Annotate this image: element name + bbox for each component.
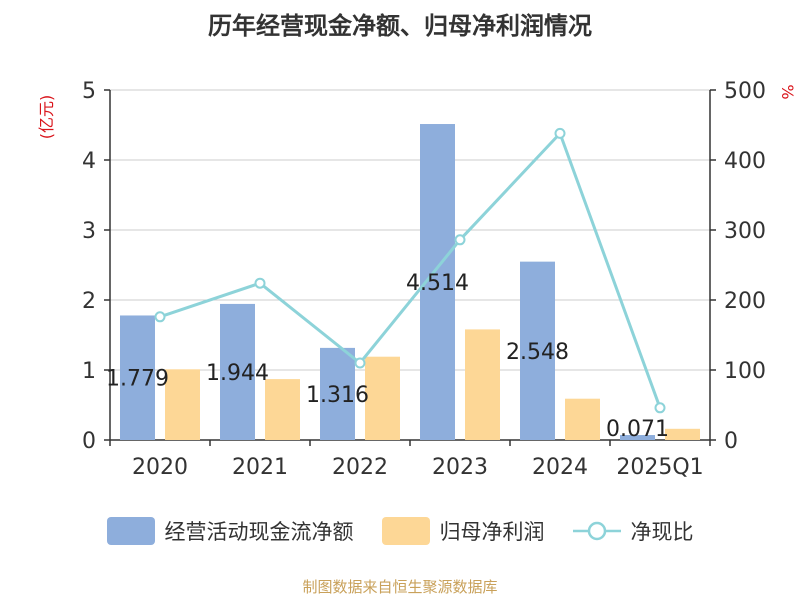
- ratio-point: [654, 402, 666, 414]
- bar-profit: [465, 329, 500, 440]
- y-left-tick-label: 0: [82, 429, 96, 454]
- legend-label-ratio: 净现比: [630, 520, 694, 544]
- y-right-tick-label: 500: [724, 79, 766, 104]
- bar-cashflow: [120, 315, 155, 440]
- x-tick-label: 2025Q1: [616, 455, 703, 480]
- data-label-cashflow: 1.779: [106, 367, 169, 392]
- ratio-line-path: [159, 130, 662, 409]
- legend-swatch-profit: [381, 517, 430, 545]
- legend-swatch-cashflow: [106, 517, 155, 545]
- axes: 0 1 2 3 4 5 0 100 200 300 400 500 (亿元)% 2020 2021 2022 2…: [37, 79, 797, 480]
- data-label-cashflow: 1.944: [206, 361, 269, 386]
- bar-profit: [365, 356, 400, 440]
- y-left-tick-label: 3: [82, 219, 96, 244]
- x-tick-label: 2023: [432, 455, 488, 480]
- chart-title: 历年经营现金净额、归母净利润情况: [208, 12, 592, 40]
- bar-profit: [665, 428, 700, 440]
- x-tick-label: 2024: [532, 455, 588, 480]
- y-right-tick-label: 0: [724, 429, 738, 454]
- source-footer: 制图数据来自恒生聚源数据库: [302, 578, 498, 596]
- data-label-cashflow: 4.514: [406, 271, 469, 296]
- x-tick-label: 2022: [332, 455, 388, 480]
- x-tick-label: 2021: [232, 455, 288, 480]
- data-label-cashflow: 0.071: [606, 417, 669, 442]
- y-right-tick-label: 300: [724, 219, 766, 244]
- bar-profit: [265, 379, 300, 440]
- legend-item-cashflow[interactable]: 经营活动现金流净额: [106, 516, 354, 546]
- y-right-tick-label: 400: [724, 149, 766, 174]
- y-left-tick-label: 2: [82, 289, 96, 314]
- legend-label-profit: 归母净利润: [439, 520, 545, 544]
- legend-item-profit[interactable]: 归母净利润: [381, 516, 545, 546]
- y-left-tick-label: 5: [82, 79, 96, 104]
- data-label-cashflow: 1.316: [306, 383, 369, 408]
- y-right-tick-label: 100: [724, 359, 766, 384]
- ratio-point: [554, 127, 566, 139]
- y-right-unit: %: [778, 84, 797, 99]
- ratio-line: [154, 127, 666, 414]
- ratio-point: [154, 311, 166, 323]
- bar-cashflow: [220, 303, 255, 440]
- legend-label-cashflow: 经营活动现金流净额: [164, 520, 354, 544]
- legend-swatch-ratio: [572, 521, 621, 541]
- gridlines: [110, 89, 710, 371]
- y-left-unit: (亿元): [37, 95, 56, 140]
- data-label-cashflow: 2.548: [506, 340, 569, 365]
- bar-cashflow: [320, 347, 355, 440]
- bar-cashflow: [520, 261, 555, 440]
- ratio-point: [454, 234, 466, 246]
- legend-item-ratio[interactable]: 净现比: [572, 516, 694, 546]
- legend: 经营活动现金流净额 归母净利润 净现比: [0, 516, 800, 546]
- bar-cashflow: [620, 435, 655, 440]
- ratio-point: [354, 357, 366, 369]
- ratio-point: [254, 277, 266, 289]
- x-tick-label: 2020: [132, 455, 188, 480]
- y-right-tick-label: 200: [724, 289, 766, 314]
- y-left-tick-label: 4: [82, 149, 96, 174]
- y-left-tick-label: 1: [82, 359, 96, 384]
- data-labels: 1.779 1.944 1.316 4.514 2.548 0.071: [106, 271, 669, 442]
- bar-profit: [565, 398, 600, 440]
- bars: [120, 124, 700, 441]
- bar-profit: [165, 369, 200, 440]
